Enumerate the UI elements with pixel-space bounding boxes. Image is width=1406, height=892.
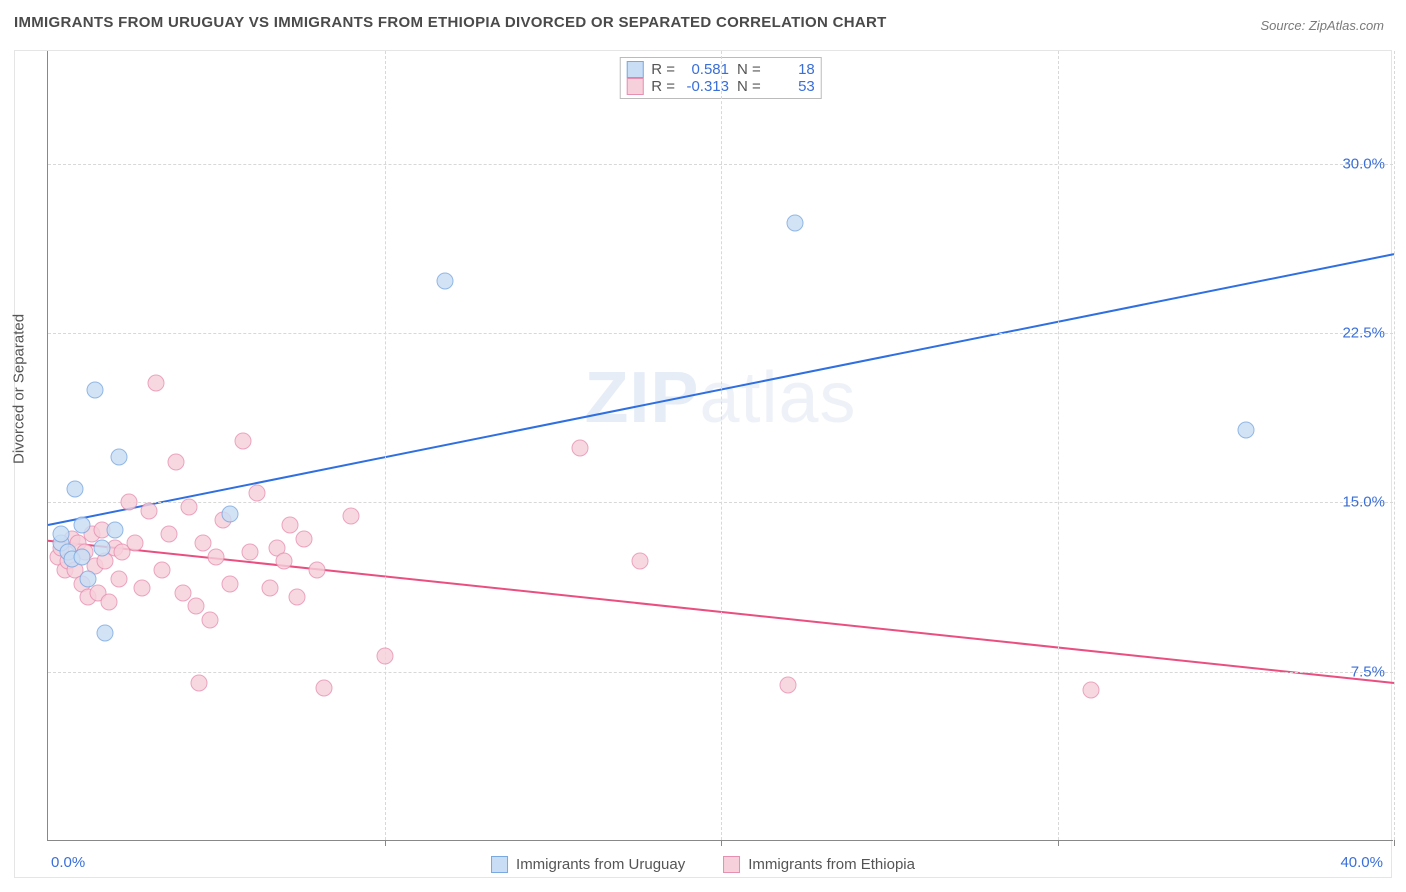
data-point xyxy=(167,453,184,470)
data-point xyxy=(53,526,70,543)
n-value-2: 53 xyxy=(769,78,815,95)
x-tick-mark xyxy=(385,840,386,846)
data-point xyxy=(235,433,252,450)
y-tick-label: 30.0% xyxy=(1342,155,1385,172)
data-point xyxy=(80,571,97,588)
r-value-1: 0.581 xyxy=(683,61,729,78)
y-tick-label: 22.5% xyxy=(1342,325,1385,342)
data-point xyxy=(221,505,238,522)
data-point xyxy=(110,571,127,588)
data-point xyxy=(93,539,110,556)
data-point xyxy=(174,584,191,601)
x-tick-mark xyxy=(1394,840,1395,846)
data-point xyxy=(134,580,151,597)
bottom-legend: Immigrants from Uruguay Immigrants from … xyxy=(491,856,915,873)
y-tick-label: 15.0% xyxy=(1342,494,1385,511)
n-value-1: 18 xyxy=(769,61,815,78)
data-point xyxy=(221,575,238,592)
gridline-v xyxy=(1394,51,1395,840)
data-point xyxy=(787,214,804,231)
data-point xyxy=(120,494,137,511)
gridline-v xyxy=(1058,51,1059,840)
data-point xyxy=(140,503,157,520)
data-point xyxy=(73,517,90,534)
data-point xyxy=(295,530,312,547)
data-point xyxy=(780,677,797,694)
watermark-zip: ZIP xyxy=(584,358,699,438)
data-point xyxy=(262,580,279,597)
data-point xyxy=(248,485,265,502)
legend-swatch-2 xyxy=(723,856,740,873)
chart-container: IMMIGRANTS FROM URUGUAY VS IMMIGRANTS FR… xyxy=(0,0,1406,892)
data-point xyxy=(632,553,649,570)
legend-label-2: Immigrants from Ethiopia xyxy=(748,856,915,873)
data-point xyxy=(1237,422,1254,439)
data-point xyxy=(181,498,198,515)
data-point xyxy=(376,647,393,664)
data-point xyxy=(188,598,205,615)
data-point xyxy=(191,675,208,692)
x-tick-label-max: 40.0% xyxy=(1340,854,1383,871)
r-label-2: R = xyxy=(651,78,675,95)
legend-item-1: Immigrants from Uruguay xyxy=(491,856,685,873)
gridline-v xyxy=(721,51,722,840)
data-point xyxy=(1083,681,1100,698)
data-point xyxy=(107,521,124,538)
x-tick-mark xyxy=(1058,840,1059,846)
data-point xyxy=(100,593,117,610)
gridline-v xyxy=(385,51,386,840)
data-point xyxy=(342,507,359,524)
swatch-series-2 xyxy=(626,78,643,95)
data-point xyxy=(87,381,104,398)
x-tick-label-min: 0.0% xyxy=(51,854,85,871)
n-label-1: N = xyxy=(737,61,761,78)
data-point xyxy=(97,625,114,642)
chart-title: IMMIGRANTS FROM URUGUAY VS IMMIGRANTS FR… xyxy=(14,14,887,31)
data-point xyxy=(208,548,225,565)
swatch-series-1 xyxy=(626,61,643,78)
data-point xyxy=(282,517,299,534)
data-point xyxy=(66,480,83,497)
n-label-2: N = xyxy=(737,78,761,95)
data-point xyxy=(110,449,127,466)
data-point xyxy=(315,679,332,696)
data-point xyxy=(289,589,306,606)
data-point xyxy=(147,374,164,391)
plot-area: ZIPatlas R = 0.581 N = 18 R = -0.313 N =… xyxy=(47,51,1393,841)
data-point xyxy=(275,553,292,570)
legend-label-1: Immigrants from Uruguay xyxy=(516,856,685,873)
data-point xyxy=(571,440,588,457)
r-label-1: R = xyxy=(651,61,675,78)
y-tick-label: 7.5% xyxy=(1351,663,1385,680)
watermark-atlas: atlas xyxy=(699,358,856,438)
data-point xyxy=(201,611,218,628)
source-attribution: Source: ZipAtlas.com xyxy=(1260,18,1384,33)
data-point xyxy=(161,526,178,543)
data-point xyxy=(127,535,144,552)
legend-swatch-1 xyxy=(491,856,508,873)
chart-frame: Divorced or Separated ZIPatlas R = 0.581… xyxy=(14,50,1392,878)
legend-item-2: Immigrants from Ethiopia xyxy=(723,856,915,873)
r-value-2: -0.313 xyxy=(683,78,729,95)
data-point xyxy=(309,562,326,579)
data-point xyxy=(73,548,90,565)
y-axis-label: Divorced or Separated xyxy=(11,314,28,464)
data-point xyxy=(194,535,211,552)
data-point xyxy=(154,562,171,579)
x-tick-mark xyxy=(721,840,722,846)
data-point xyxy=(437,273,454,290)
data-point xyxy=(241,544,258,561)
